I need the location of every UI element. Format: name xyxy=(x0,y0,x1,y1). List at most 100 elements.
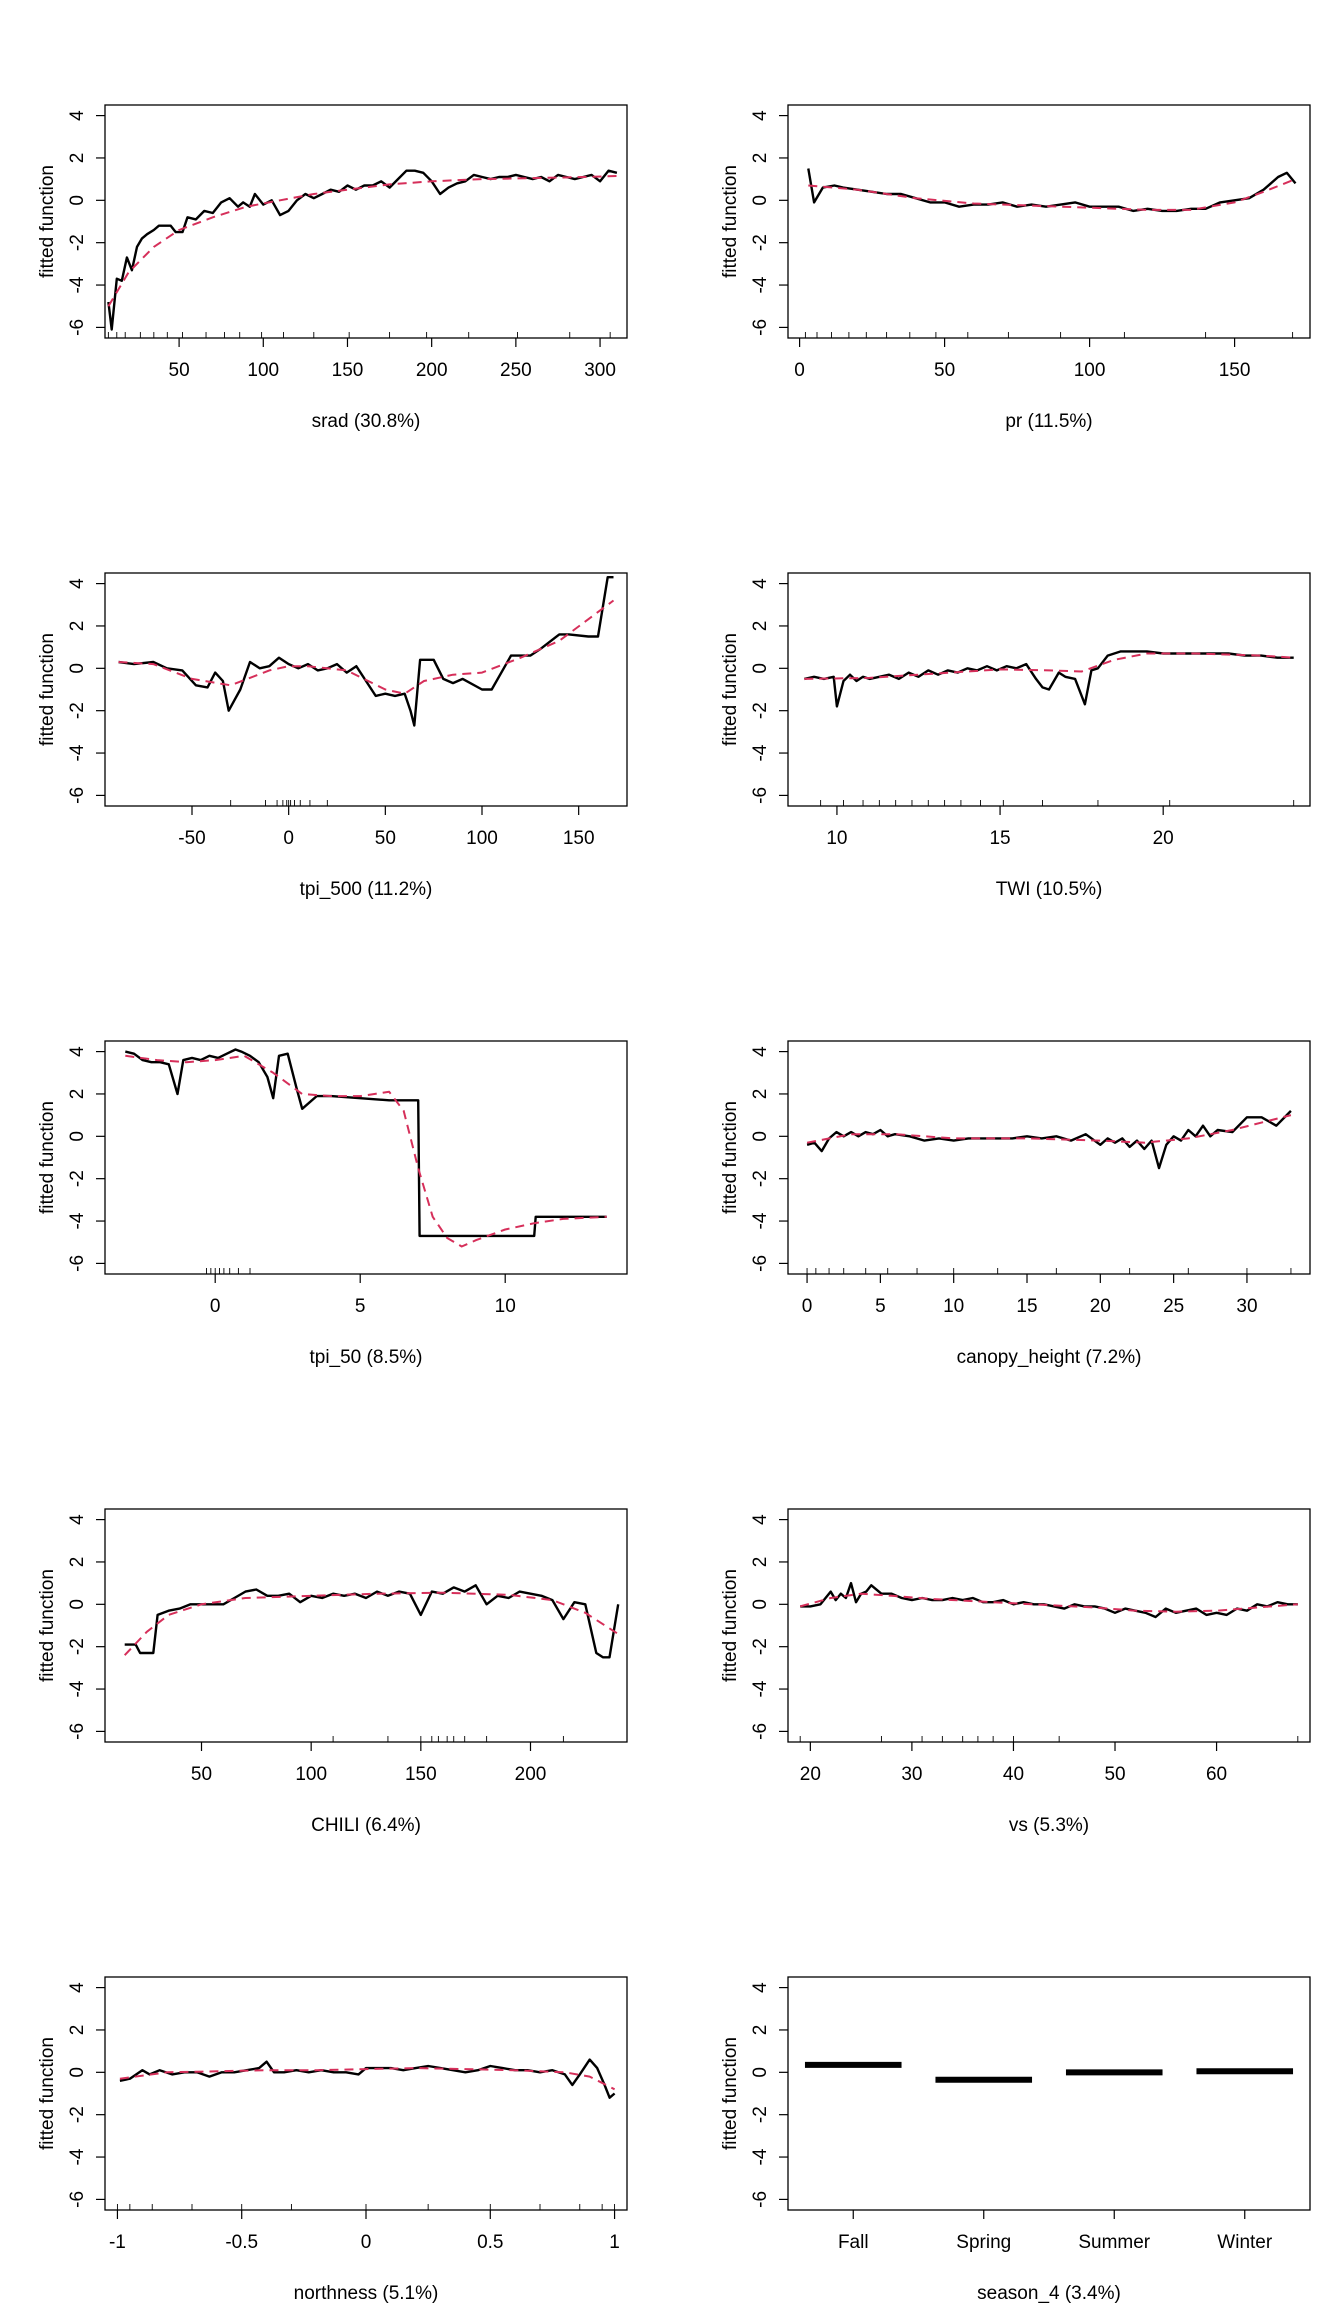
x-tick-label: 200 xyxy=(515,1764,547,1785)
panel-3: -6 -4 -2 0 2 4 fitted function -50 0 50 100 150 tpi_… xyxy=(37,572,628,900)
y-axis-title: fitted function xyxy=(720,633,741,746)
x-tick-label: 50 xyxy=(1104,1764,1125,1785)
y-tick-label: -2 xyxy=(67,1638,88,1655)
x-tick-label: 250 xyxy=(500,360,532,381)
x-tick-label: 60 xyxy=(1206,1764,1227,1785)
x-tick-label: 10 xyxy=(495,1296,516,1317)
y-tick-label: -4 xyxy=(750,276,771,293)
y-tick-label: -6 xyxy=(67,787,88,804)
x-tick-label: 5 xyxy=(355,1296,366,1317)
plot-frame xyxy=(787,1040,1311,1275)
y-tick-label: -2 xyxy=(67,2106,88,2123)
x-tick-label: 20 xyxy=(800,1764,821,1785)
y-tick-label: -2 xyxy=(750,702,771,719)
y-tick-label: 2 xyxy=(67,1557,88,1568)
x-tick-label: 0 xyxy=(802,1296,813,1317)
x-tick-label: 100 xyxy=(295,1764,327,1785)
plot-frame xyxy=(787,572,1311,807)
plot-frame xyxy=(787,1508,1311,1743)
y-tick-label: 2 xyxy=(67,153,88,164)
y-tick-label: 2 xyxy=(750,1557,771,1568)
x-tick-label: 50 xyxy=(375,828,396,849)
plot-frame xyxy=(787,1976,1311,2211)
smoothed-trend-line xyxy=(806,1114,1292,1144)
y-tick-label: 4 xyxy=(67,1982,88,1993)
panel-8: -6 -4 -2 0 2 4 fitted function 20 30 40 50 60 vs (5.… xyxy=(720,1508,1311,1836)
x-tick-label: Summer xyxy=(1078,2232,1150,2253)
y-tick-label: -2 xyxy=(750,1638,771,1655)
y-tick-label: -6 xyxy=(67,2191,88,2208)
x-axis-title: CHILI (6.4%) xyxy=(311,1815,421,1836)
plot-frame xyxy=(104,104,628,339)
smoothed-trend-line xyxy=(107,175,617,307)
y-tick-label: 0 xyxy=(67,1599,88,1610)
fitted-function-line xyxy=(124,1584,620,1659)
x-tick-label: 100 xyxy=(247,360,279,381)
x-tick-label: 300 xyxy=(584,360,616,381)
x-tick-label: Fall xyxy=(838,2232,869,2253)
y-tick-label: 4 xyxy=(750,1046,771,1057)
y-tick-label: 2 xyxy=(67,621,88,632)
y-tick-label: -4 xyxy=(750,2148,771,2165)
y-tick-label: -2 xyxy=(750,2106,771,2123)
y-tick-label: -6 xyxy=(750,787,771,804)
y-tick-label: -6 xyxy=(750,1723,771,1740)
fitted-function-line xyxy=(806,1110,1292,1170)
y-tick-label: 2 xyxy=(750,2025,771,2036)
y-tick-label: -2 xyxy=(67,702,88,719)
y-axis-title: fitted function xyxy=(37,1569,58,1682)
x-tick-label: 100 xyxy=(466,828,498,849)
smoothed-trend-line xyxy=(118,599,615,695)
x-tick-label: 5 xyxy=(875,1296,886,1317)
x-tick-label: 50 xyxy=(934,360,955,381)
x-axis-title: srad (30.8%) xyxy=(312,411,421,432)
x-tick-label: 0 xyxy=(283,828,294,849)
y-tick-label: 4 xyxy=(750,1514,771,1525)
x-axis-title: northness (5.1%) xyxy=(294,2283,439,2304)
y-tick-label: 0 xyxy=(67,195,88,206)
x-tick-label: 150 xyxy=(405,1764,437,1785)
x-axis-title: vs (5.3%) xyxy=(1009,1815,1089,1836)
x-tick-label: 150 xyxy=(332,360,364,381)
y-tick-label: -6 xyxy=(750,1255,771,1272)
fitted-function-line xyxy=(119,2058,616,2099)
x-tick-label: -0.5 xyxy=(225,2232,258,2253)
y-tick-label: 2 xyxy=(750,621,771,632)
x-axis-title: tpi_500 (11.2%) xyxy=(300,879,433,900)
x-tick-label: 150 xyxy=(563,828,595,849)
y-tick-label: -4 xyxy=(67,744,88,761)
y-tick-label: 4 xyxy=(67,110,88,121)
x-tick-label: 10 xyxy=(943,1296,964,1317)
y-axis-title: fitted function xyxy=(37,2037,58,2150)
y-tick-label: -4 xyxy=(67,276,88,293)
y-tick-label: 0 xyxy=(750,195,771,206)
y-tick-label: -6 xyxy=(67,1723,88,1740)
y-tick-label: -2 xyxy=(750,1170,771,1187)
x-tick-label: Spring xyxy=(956,2232,1011,2253)
y-axis-title: fitted function xyxy=(720,1569,741,1682)
y-tick-label: 0 xyxy=(750,663,771,674)
y-tick-label: -2 xyxy=(67,1170,88,1187)
x-tick-label: 150 xyxy=(1219,360,1251,381)
y-axis-title: fitted function xyxy=(37,165,58,278)
x-axis-title: canopy_height (7.2%) xyxy=(957,1347,1142,1368)
y-tick-label: 0 xyxy=(67,2067,88,2078)
x-tick-label: 50 xyxy=(191,1764,212,1785)
y-tick-label: -4 xyxy=(750,1680,771,1697)
y-tick-label: -4 xyxy=(67,1212,88,1229)
y-tick-label: -6 xyxy=(750,2191,771,2208)
y-tick-label: -2 xyxy=(67,234,88,251)
panel-1: -6 -4 -2 0 2 4 fitted function 50 100 150 200 250 30… xyxy=(37,104,628,432)
y-tick-label: 2 xyxy=(67,1089,88,1100)
y-tick-label: -4 xyxy=(750,744,771,761)
y-tick-label: -6 xyxy=(67,319,88,336)
panel-2: -6 -4 -2 0 2 4 fitted function 0 50 100 150 pr (11.… xyxy=(720,104,1311,432)
y-tick-label: 0 xyxy=(67,663,88,674)
x-axis-title: season_4 (3.4%) xyxy=(977,2283,1121,2304)
smoothed-trend-line xyxy=(808,178,1296,211)
panel-4: -6 -4 -2 0 2 4 fitted function 10 15 20 TWI (10.5%… xyxy=(720,572,1311,900)
panel-6: -6 -4 -2 0 2 4 fitted function 0 5 10 15 20 25 30 cano… xyxy=(720,1040,1311,1368)
smoothed-trend-line xyxy=(125,1054,607,1248)
panel-10: -6 -4 -2 0 2 4 fitted function Fall Spring Summer… xyxy=(720,1976,1311,2304)
x-tick-label: 30 xyxy=(901,1764,922,1785)
